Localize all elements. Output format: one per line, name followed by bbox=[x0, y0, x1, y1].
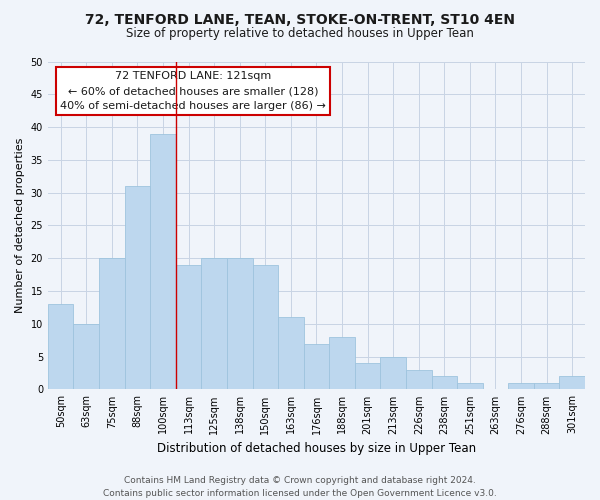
X-axis label: Distribution of detached houses by size in Upper Tean: Distribution of detached houses by size … bbox=[157, 442, 476, 455]
Bar bbox=[125, 186, 150, 390]
Bar bbox=[99, 258, 125, 390]
Text: 72 TENFORD LANE: 121sqm
← 60% of detached houses are smaller (128)
40% of semi-d: 72 TENFORD LANE: 121sqm ← 60% of detache… bbox=[60, 72, 326, 111]
Bar bbox=[227, 258, 253, 390]
Bar bbox=[431, 376, 457, 390]
Bar bbox=[329, 337, 355, 390]
Bar bbox=[457, 383, 482, 390]
Bar bbox=[406, 370, 431, 390]
Bar bbox=[73, 324, 99, 390]
Bar bbox=[278, 318, 304, 390]
Bar bbox=[150, 134, 176, 390]
Bar bbox=[380, 356, 406, 390]
Bar bbox=[253, 265, 278, 390]
Bar bbox=[304, 344, 329, 390]
Bar bbox=[508, 383, 534, 390]
Bar bbox=[48, 304, 73, 390]
Text: Size of property relative to detached houses in Upper Tean: Size of property relative to detached ho… bbox=[126, 28, 474, 40]
Bar bbox=[355, 363, 380, 390]
Bar bbox=[559, 376, 585, 390]
Bar bbox=[176, 265, 202, 390]
Text: 72, TENFORD LANE, TEAN, STOKE-ON-TRENT, ST10 4EN: 72, TENFORD LANE, TEAN, STOKE-ON-TRENT, … bbox=[85, 12, 515, 26]
Bar bbox=[534, 383, 559, 390]
Bar bbox=[202, 258, 227, 390]
Y-axis label: Number of detached properties: Number of detached properties bbox=[15, 138, 25, 313]
Text: Contains HM Land Registry data © Crown copyright and database right 2024.
Contai: Contains HM Land Registry data © Crown c… bbox=[103, 476, 497, 498]
